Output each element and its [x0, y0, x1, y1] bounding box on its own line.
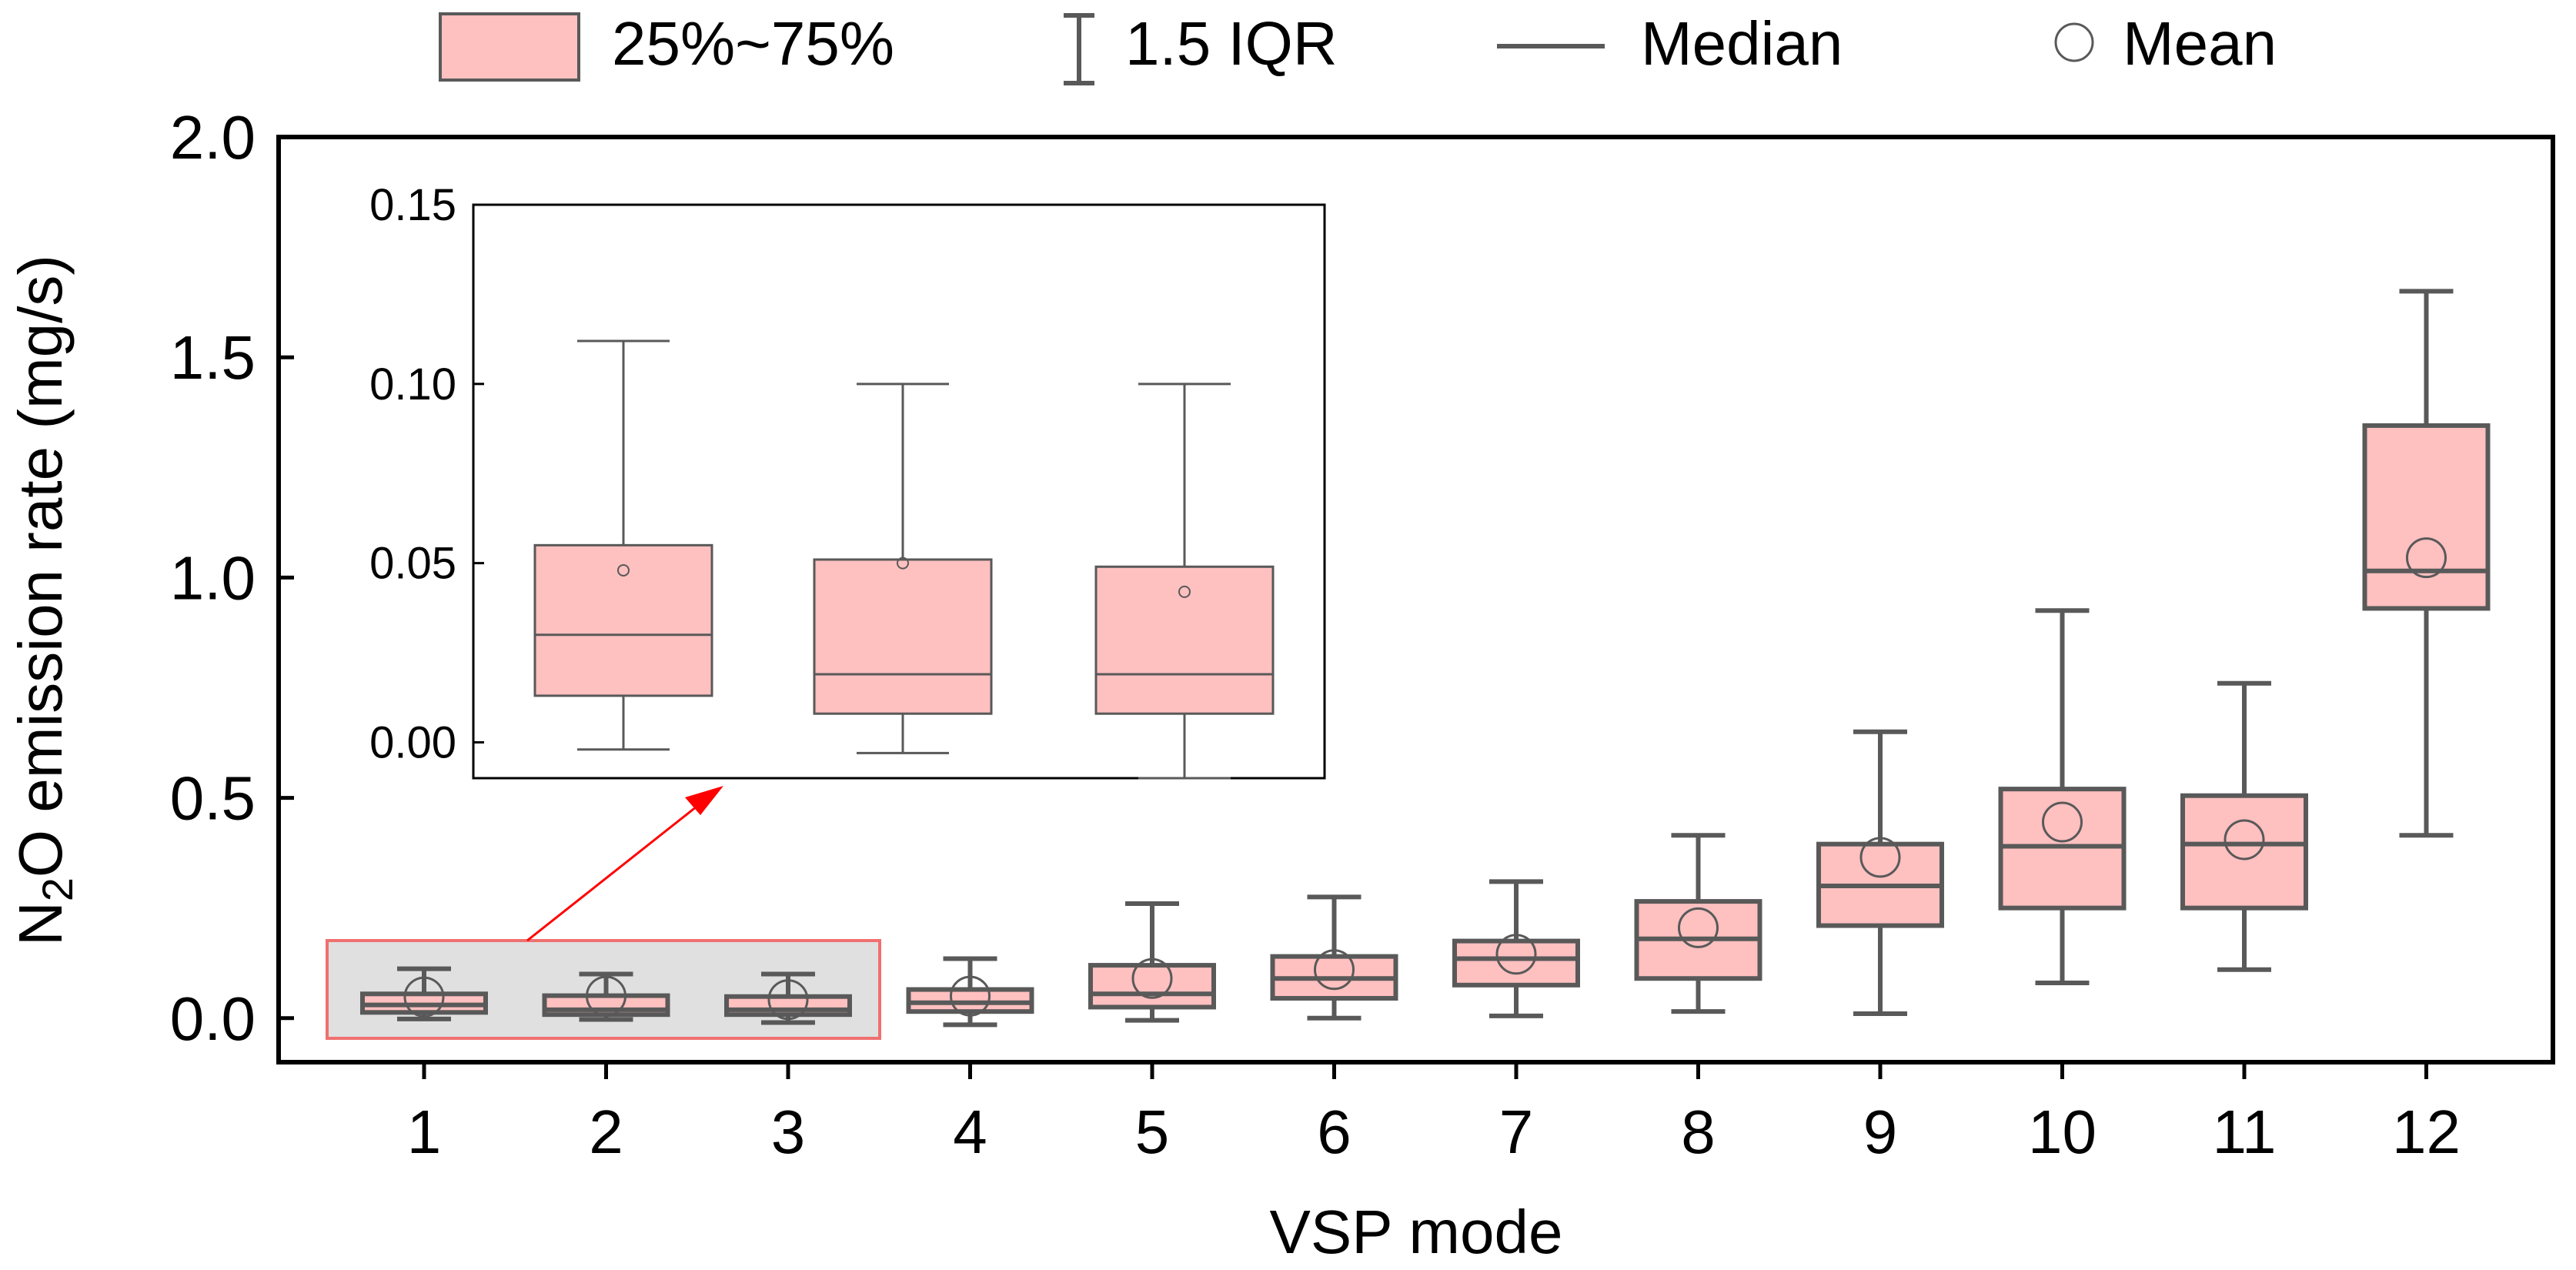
inset-y-tick-label: 0.05: [369, 539, 456, 589]
mean-marker: [1178, 585, 1191, 598]
main-box-4: [906, 956, 1034, 1028]
x-tick-label: 3: [771, 1098, 806, 1166]
y-tick-label: 1.0: [170, 543, 256, 612]
legend-median-label: Median: [1641, 9, 1843, 78]
x-tick-label: 9: [1863, 1098, 1898, 1166]
mean-marker: [1495, 934, 1537, 975]
inset-y-tick-label: 0.15: [369, 180, 456, 230]
main-box-1: [360, 966, 488, 1021]
legend-mean-label: Mean: [2123, 9, 2277, 78]
main-box-3: [724, 971, 852, 1025]
mean-marker: [767, 979, 809, 1021]
x-tick-label: 11: [2212, 1098, 2276, 1166]
legend-whisker-label: 1.5 IQR: [1125, 9, 1338, 78]
mean-marker: [403, 976, 445, 1018]
main-box-11: [2180, 680, 2308, 972]
mean-marker: [1131, 958, 1173, 999]
y-tick-label: 1.5: [170, 323, 256, 392]
x-axis-title: VSP mode: [1270, 1198, 1563, 1266]
main-box-5: [1088, 901, 1216, 1023]
inset-box-2: [813, 383, 993, 754]
zoom-arrow: [526, 786, 723, 942]
y-axis-title-post: O emission rate (mg/s): [6, 255, 75, 877]
legend-whisker-swatch: [1064, 13, 1094, 85]
y-axis-title-pre: N: [6, 901, 75, 946]
mean-marker: [950, 975, 991, 1017]
mean-marker: [1678, 907, 1719, 948]
iqr-box: [533, 543, 713, 697]
x-tick-label: 12: [2392, 1098, 2461, 1166]
y-axis-title-sub: 2: [33, 877, 82, 901]
x-tick-label: 7: [1499, 1098, 1534, 1166]
iqr-box: [813, 558, 993, 715]
main-boxes: [360, 289, 2491, 1028]
x-tick-label: 8: [1681, 1098, 1716, 1166]
legend: 25%~75% 1.5 IQR Median Mean: [439, 9, 2277, 85]
mean-marker: [2406, 537, 2447, 579]
mean-marker: [2042, 801, 2083, 843]
main-box-12: [2362, 289, 2491, 838]
mean-marker: [1859, 837, 1901, 878]
legend-box-swatch: [439, 12, 580, 82]
main-box-2: [542, 971, 670, 1022]
inset-plot: 0.00 0.05 0.10 0.15: [369, 180, 1326, 780]
iqr-box: [2362, 423, 2491, 611]
inset-y-tick-label: 0.00: [369, 717, 456, 767]
y-axis-title: N2O emission rate (mg/s): [6, 255, 82, 946]
mean-marker: [2224, 819, 2265, 861]
inset-box-3: [1094, 383, 1275, 780]
main-box-10: [1998, 608, 2127, 985]
x-tick-label: 10: [2028, 1098, 2097, 1166]
x-tick-label: 2: [589, 1098, 623, 1166]
mean-marker: [897, 556, 909, 570]
main-ticks: 0.00.51.01.52.01 2 3 4 5 6 7 8 9 10 11 12: [170, 103, 2461, 1166]
y-tick-label: 2.0: [170, 103, 256, 172]
iqr-box: [1094, 565, 1275, 715]
legend-box-label: 25%~75%: [612, 9, 894, 78]
y-tick-label: 0.5: [170, 764, 256, 833]
iqr-box: [1452, 938, 1580, 988]
mean-marker: [586, 975, 626, 1017]
mean-marker: [1314, 949, 1355, 991]
plot-frame: [276, 135, 2555, 1064]
main-plot-area: 0.00.51.01.52.01 2 3 4 5 6 7 8 9 10 11 12: [170, 103, 2555, 1166]
inset-ticks: 0.00 0.05 0.10 0.15: [369, 180, 484, 767]
main-box-6: [1270, 894, 1398, 1021]
x-tick-label: 5: [1135, 1098, 1170, 1166]
x-tick-label: 6: [1317, 1098, 1351, 1166]
x-tick-label: 4: [953, 1098, 987, 1166]
y-tick-label: 0.0: [170, 984, 256, 1053]
inset-box-1: [533, 339, 713, 751]
iqr-box: [1088, 963, 1216, 1010]
legend-mean-swatch: [2054, 22, 2094, 62]
mean-marker: [617, 563, 630, 577]
main-box-9: [1816, 729, 1944, 1017]
x-tick-label: 1: [407, 1098, 442, 1166]
main-box-8: [1634, 833, 1762, 1014]
iqr-box: [2180, 793, 2308, 911]
main-box-7: [1452, 879, 1580, 1018]
inset-boxes: [533, 339, 1275, 780]
inset-y-tick-label: 0.10: [369, 359, 456, 409]
